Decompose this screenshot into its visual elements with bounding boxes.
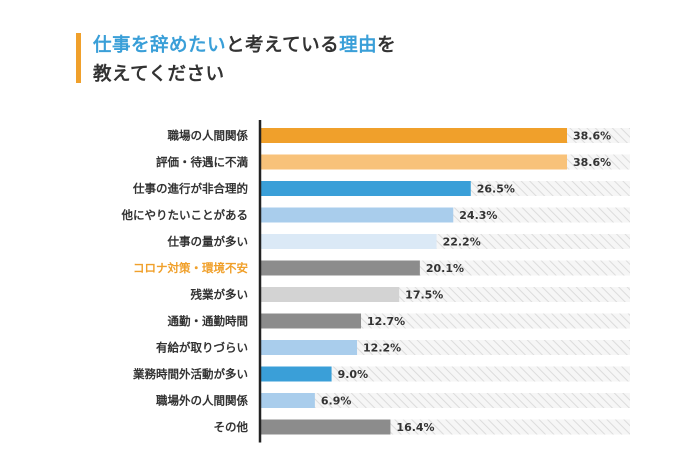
category-label: 他にやりたいことがある: [121, 208, 249, 222]
title-part-4: を: [377, 35, 397, 56]
title-line-1: 仕事を辞めたいと考えている理由を: [93, 31, 396, 60]
bar: [260, 154, 567, 170]
value-label: 20.1%: [426, 262, 464, 275]
value-label: 6.9%: [321, 395, 352, 408]
bar: [260, 419, 391, 435]
value-label: 38.6%: [573, 130, 611, 143]
value-label: 38.6%: [573, 156, 611, 169]
category-label: 評価・待遇に不満: [156, 155, 248, 169]
bar: [260, 393, 315, 408]
category-label: その他: [214, 420, 249, 434]
value-label: 24.3%: [459, 209, 497, 222]
value-label: 9.0%: [338, 368, 369, 381]
category-label: 業務時間外活動が多い: [132, 367, 248, 381]
title-accent-bar: [76, 33, 81, 83]
category-label: 職場の人間関係: [168, 129, 249, 143]
bar-track: [260, 366, 630, 382]
category-label: 通勤・通勤時間: [168, 314, 249, 328]
value-label: 22.2%: [443, 236, 481, 249]
bar: [260, 181, 471, 196]
bar: [260, 313, 362, 329]
bar: [260, 260, 420, 276]
title-line-2: 教えてください: [93, 64, 225, 85]
title-part-1: 仕事を辞めたい: [93, 35, 227, 56]
category-label: 仕事の進行が非合理的: [132, 182, 248, 196]
title-part-2: と考えている: [226, 35, 340, 56]
category-label: コロナ対策・環境不安: [133, 261, 248, 275]
bar: [260, 234, 437, 249]
category-label: 有給が取りづらい: [156, 341, 248, 355]
bar-track: [260, 393, 630, 408]
value-label: 26.5%: [477, 183, 515, 196]
bar: [260, 366, 332, 382]
value-label: 12.2%: [363, 342, 401, 355]
bar: [260, 340, 358, 355]
value-label: 16.4%: [396, 421, 434, 434]
bar: [260, 128, 567, 143]
chart-title: 仕事を辞めたいと考えている理由を 教えてください: [93, 31, 396, 89]
category-label: 仕事の量が多い: [167, 235, 249, 249]
title-part-3: 理由: [339, 35, 378, 56]
bars-layer: 職場の人間関係 38.6% 評価・待遇に不満 38.6% 仕事の進行が非合理的 26.5%…: [121, 128, 630, 435]
bar: [260, 287, 400, 302]
category-label: 残業が多い: [191, 288, 249, 302]
category-label: 職場外の人間関係: [156, 394, 248, 408]
bar: [260, 207, 454, 223]
value-label: 12.7%: [367, 315, 405, 328]
value-label: 17.5%: [405, 289, 443, 302]
